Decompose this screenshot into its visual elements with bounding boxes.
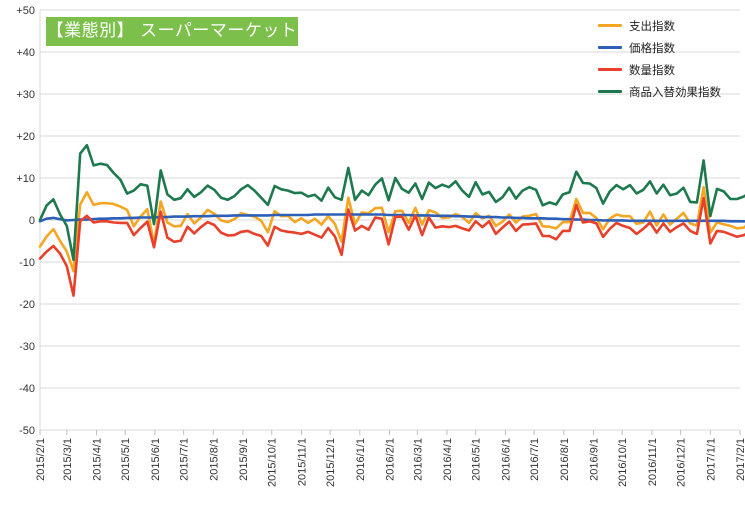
x-tick-label: 2016/11/1 (647, 438, 659, 486)
x-tick-label: 2017/1/1 (705, 438, 717, 481)
x-tick-label: 2015/2/1 (35, 438, 47, 481)
legend-label-spending: 支出指数 (629, 19, 675, 33)
y-axis-ticks: +50 +40 +30 +20 +10 0 -10 -20 -30 -40 -50 (16, 5, 35, 437)
x-tick-label: 2015/12/1 (325, 438, 337, 487)
legend-item-quantity: 数量指数 (598, 59, 738, 81)
chart-legend: 支出指数 価格指数 数量指数 商品入替効果指数 (598, 15, 738, 103)
x-tick-label: 2015/7/1 (179, 438, 191, 481)
legend-label-price: 価格指数 (629, 41, 675, 55)
x-tick-label: 2016/9/1 (588, 438, 600, 481)
y-tick-label: +20 (16, 131, 35, 143)
legend-swatch-spending (598, 24, 622, 27)
x-tick-label: 2016/2/1 (385, 438, 397, 481)
x-tick-label: 2016/10/1 (617, 438, 629, 487)
y-tick-label: +40 (16, 47, 35, 59)
chart-title: 【業態別】 スーパーマーケット (46, 17, 298, 46)
series-line-quantity (38, 196, 745, 297)
legend-label-quantity: 数量指数 (629, 63, 675, 77)
y-tick-label: +50 (16, 5, 35, 17)
series-lines (38, 143, 745, 297)
y-tick-label: -50 (19, 425, 35, 437)
legend-label-product-replacement: 商品入替効果指数 (629, 85, 721, 99)
x-tick-label: 2016/3/1 (412, 438, 424, 481)
legend-swatch-price (598, 46, 622, 49)
y-tick-label: -30 (19, 341, 35, 353)
x-tick-label: 2015/10/1 (267, 438, 279, 487)
x-tick-label: 2015/3/1 (62, 438, 74, 481)
x-axis-ticks: 2015/2/1 2015/3/1 2015/4/1 2015/5/1 2015/6/1… (35, 430, 745, 487)
y-tick-label: -10 (19, 257, 35, 269)
x-tick-label: 2015/6/1 (150, 438, 162, 481)
series-line-product-replacement (38, 143, 745, 262)
x-tick-label: 2016/1/1 (355, 438, 367, 481)
legend-item-product-replacement: 商品入替効果指数 (598, 81, 738, 103)
x-tick-label: 2015/9/1 (238, 438, 250, 481)
legend-swatch-product-replacement (598, 90, 622, 93)
series-line-spending (38, 185, 745, 273)
y-tick-label: +10 (16, 173, 35, 185)
x-tick-label: 2017/2/1 (735, 438, 745, 481)
x-tick-label: 2016/7/1 (529, 438, 541, 481)
x-tick-label: 2016/8/1 (559, 438, 571, 481)
legend-item-spending: 支出指数 (598, 15, 738, 37)
x-tick-label: 2016/6/1 (500, 438, 512, 481)
x-tick-label: 2016/4/1 (442, 438, 454, 481)
y-tick-label: 0 (29, 215, 35, 227)
x-tick-label: 2015/8/1 (208, 438, 220, 481)
x-tick-label: 2016/12/1 (676, 438, 688, 487)
x-tick-label: 2015/5/1 (120, 438, 132, 481)
y-tick-label: +30 (16, 89, 35, 101)
x-tick-label: 2016/5/1 (471, 438, 483, 481)
legend-swatch-quantity (598, 68, 622, 71)
x-tick-label: 2015/4/1 (91, 438, 103, 481)
legend-item-price: 価格指数 (598, 37, 738, 59)
y-tick-label: -40 (19, 383, 35, 395)
y-tick-label: -20 (19, 299, 35, 311)
x-tick-label: 2015/11/1 (296, 438, 308, 486)
